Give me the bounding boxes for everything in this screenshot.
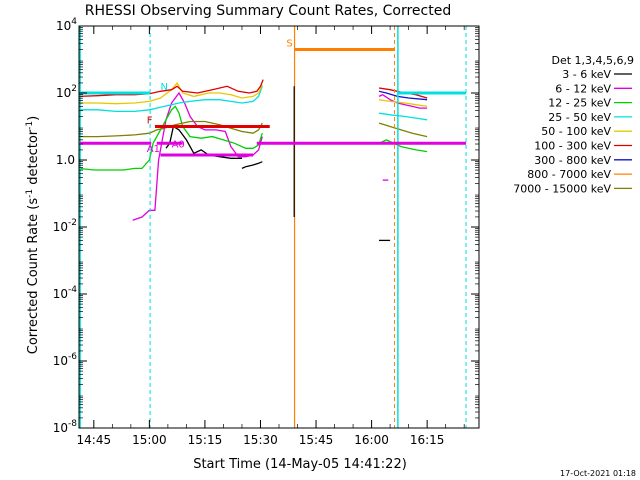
x-tick-label-6: 16:15: [410, 433, 445, 447]
chart-title: RHESSI Observing Summary Count Rates, Co…: [85, 3, 451, 19]
series-line-8-0: [79, 120, 263, 138]
flag-label-0: N: [160, 82, 167, 93]
legend-title: Det 1,3,4,5,6,9: [551, 54, 634, 67]
y-tick-label-5: 10-6: [53, 352, 78, 368]
x-tick-label-0: 14:45: [77, 433, 112, 447]
legend-label-6: 300 - 800 keV: [534, 154, 611, 167]
legend-label-1: 6 - 12 keV: [555, 82, 611, 95]
legend-label-0: 3 - 6 keV: [562, 68, 611, 81]
flag-layer: N F A0 A1 S: [80, 38, 467, 157]
flag-label-4: S: [286, 38, 292, 49]
series-line-4-0: [79, 81, 263, 105]
plot-frame: [78, 25, 480, 429]
series-line-5-0: [79, 79, 264, 98]
series-line-8-1: [378, 122, 428, 138]
y-tick-label-6: 10-8: [53, 419, 78, 435]
legend-label-4: 50 - 100 keV: [541, 125, 611, 138]
series-line-2-0: [79, 105, 263, 171]
y-tick-label-2: 1.0: [56, 153, 75, 167]
x-tick-label-2: 15:15: [188, 433, 223, 447]
series-line-1-0: [132, 91, 263, 221]
legend-label-7: 800 - 7000 keV: [527, 168, 611, 181]
legend-label-2: 12 - 25 keV: [548, 97, 611, 110]
x-axis-label: Start Time (14-May-05 14:41:22): [193, 457, 407, 472]
y-tick-label-3: 10-2: [53, 218, 77, 234]
timestamp: 17-Oct-2021 01:18: [560, 469, 636, 478]
x-tick-label-1: 15:00: [132, 433, 167, 447]
series-line-0-1: [241, 161, 263, 169]
y-tick-label-1: 102: [56, 84, 77, 100]
legend-label-8: 7000 - 15000 keV: [513, 182, 611, 195]
y-tick-label-0: 104: [56, 17, 77, 33]
series-line-3-1: [378, 112, 428, 121]
axes-layer: 104 102 1.0 10-2 10-4 10-6 10-814:45 15:00 15:15…: [53, 17, 480, 447]
flag-label-3: A1: [147, 144, 160, 155]
flag-label-1: F: [147, 116, 153, 127]
flag-label-2: A0: [172, 139, 185, 150]
x-tick-label-4: 15:45: [299, 433, 334, 447]
y-tick-label-4: 10-4: [53, 285, 78, 301]
x-tick-label-5: 16:00: [354, 433, 389, 447]
series-line-2-1: [378, 139, 428, 153]
series-line-0-0: [165, 125, 242, 159]
series-line-1-1: [378, 93, 428, 109]
series-line-3-0: [79, 86, 263, 113]
x-tick-label-3: 15:30: [243, 433, 278, 447]
series-layer: [79, 26, 467, 428]
series-line-4-1: [378, 99, 428, 108]
legend-label-3: 25 - 50 keV: [548, 111, 611, 124]
y-axis-label: Corrected Count Rate (s-1 detector-1): [25, 116, 41, 354]
legend-label-5: 100 - 300 keV: [534, 140, 611, 153]
